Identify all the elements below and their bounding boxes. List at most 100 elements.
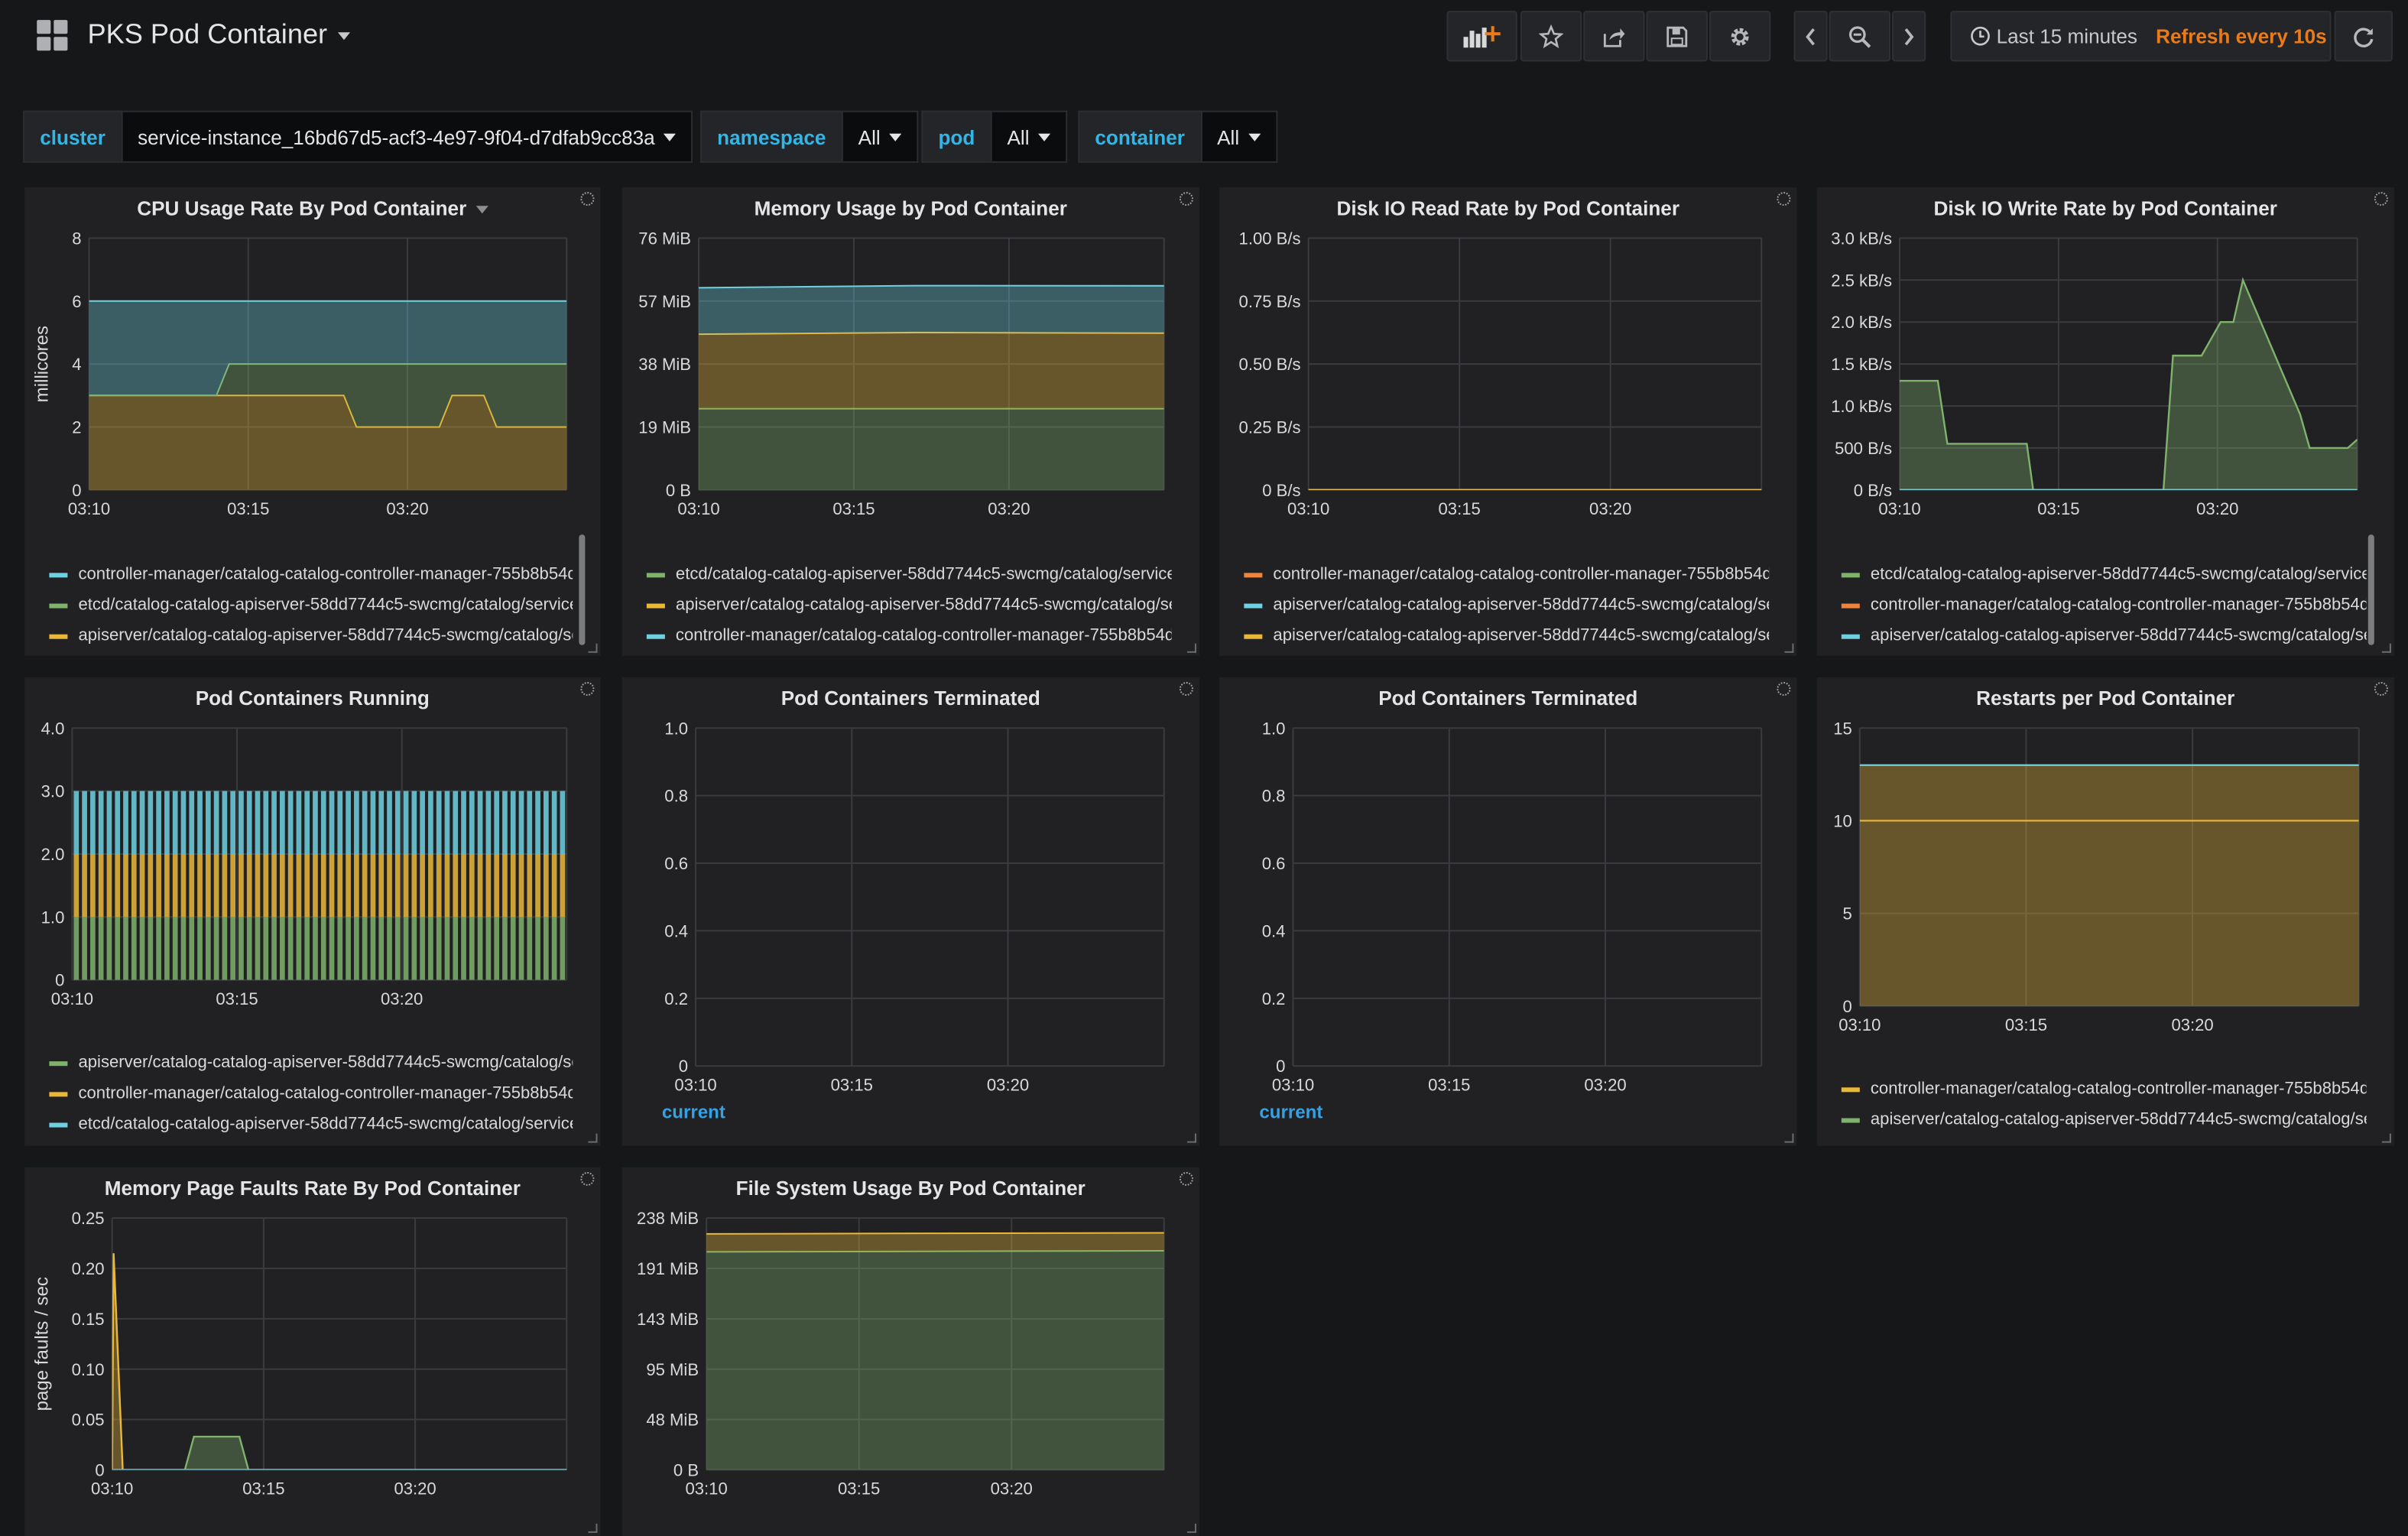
variable-pod-select[interactable]: All	[991, 110, 1068, 163]
variable-container-select[interactable]: All	[1202, 110, 1278, 163]
bar	[213, 853, 219, 917]
legend-item[interactable]: controller-manager/catalog-catalog-contr…	[1244, 559, 1769, 589]
legend-swatch[interactable]	[49, 602, 68, 608]
panel-title[interactable]: Pod Containers Terminated	[1219, 687, 1796, 710]
time-forward-button[interactable]	[1892, 11, 1926, 62]
zoom-out-button[interactable]	[1829, 11, 1890, 62]
legend-swatch[interactable]	[1841, 633, 1860, 638]
legend-item[interactable]: apiserver/catalog-catalog-apiserver-58dd…	[646, 589, 1172, 620]
legend-item[interactable]: etcd/catalog-catalog-apiserver-58dd7744c…	[49, 589, 573, 620]
panel-resize-handle[interactable]	[1186, 643, 1196, 653]
legend-label[interactable]: controller-manager/catalog-catalog-contr…	[675, 626, 1172, 645]
legend-swatch[interactable]	[49, 633, 68, 638]
panel-resize-handle[interactable]	[1784, 643, 1794, 653]
legend-item[interactable]: etcd/catalog-catalog-apiserver-58dd7744c…	[49, 1109, 573, 1139]
chevron-down-icon	[1038, 132, 1051, 141]
save-button[interactable]	[1646, 11, 1708, 62]
panel-title[interactable]: Restarts per Pod Container	[1817, 687, 2394, 710]
legend-label[interactable]: apiserver/catalog-catalog-apiserver-58dd…	[675, 596, 1172, 615]
legend-label[interactable]: controller-manager/catalog-catalog-contr…	[78, 1084, 573, 1103]
legend-label[interactable]: apiserver/catalog-catalog-apiserver-58dd…	[1870, 626, 2367, 645]
add-panel-button[interactable]	[1446, 11, 1517, 62]
panel-resize-handle[interactable]	[2381, 1133, 2391, 1143]
refresh-button[interactable]	[2334, 11, 2393, 62]
legend-swatch[interactable]	[646, 633, 665, 638]
legend-item[interactable]: controller-manager/catalog-catalog-contr…	[1841, 589, 2367, 620]
legend-swatch[interactable]	[646, 572, 665, 577]
legend-label[interactable]: apiserver/catalog-catalog-apiserver-58dd…	[1273, 626, 1770, 645]
legend-item[interactable]: controller-manager/catalog-catalog-contr…	[49, 559, 573, 589]
chart-2: 0 B/s 0.25 B/s 0.50 B/s 0.75 B/s 1.00 B/s 03:…	[1239, 229, 1763, 518]
legend-item[interactable]: controller-manager/catalog-catalog-contr…	[49, 1078, 573, 1109]
panel-loading-icon	[1179, 192, 1193, 206]
legend-label[interactable]: controller-manager/catalog-catalog-contr…	[78, 565, 573, 584]
legend-scrollbar[interactable]	[579, 534, 586, 645]
legend-item[interactable]: apiserver/catalog-catalog-apiserver-58dd…	[1841, 1104, 2367, 1135]
legend-item[interactable]: controller-manager/catalog-catalog-contr…	[646, 621, 1172, 651]
legend-label[interactable]: apiserver/catalog-catalog-apiserver-58dd…	[78, 1054, 573, 1073]
panel-resize-handle[interactable]	[588, 643, 598, 653]
panel-title[interactable]: Memory Page Faults Rate By Pod Container	[24, 1177, 600, 1200]
legend-current-link[interactable]: current	[661, 1101, 725, 1123]
legend-label[interactable]: etcd/catalog-catalog-apiserver-58dd7744c…	[78, 1115, 573, 1134]
panel-title[interactable]: Disk IO Write Rate by Pod Container	[1817, 196, 2394, 219]
time-picker-button[interactable]: Last 15 minutes Refresh every 10s	[1950, 11, 2332, 62]
panel-resize-handle[interactable]	[1186, 1133, 1196, 1143]
panel-title[interactable]: Pod Containers Terminated	[622, 687, 1199, 710]
legend-label[interactable]: apiserver/catalog-catalog-apiserver-58dd…	[78, 626, 573, 645]
legend-label[interactable]: etcd/catalog-catalog-apiserver-58dd7744c…	[1870, 565, 2367, 584]
star-button[interactable]	[1520, 11, 1582, 62]
legend-swatch[interactable]	[1841, 1117, 1860, 1122]
share-button[interactable]	[1583, 11, 1645, 62]
legend-item[interactable]: apiserver/catalog-catalog-apiserver-58dd…	[49, 621, 573, 651]
panel-resize-handle[interactable]	[588, 1133, 598, 1143]
dashboard-grid-icon[interactable]	[37, 20, 68, 51]
legend-label[interactable]: etcd/catalog-catalog-apiserver-58dd7744c…	[78, 596, 573, 615]
legend-item[interactable]: apiserver/catalog-catalog-apiserver-58dd…	[1841, 621, 2367, 651]
legend-swatch[interactable]	[1244, 633, 1263, 638]
legend-label[interactable]: etcd/catalog-catalog-apiserver-58dd7744c…	[675, 565, 1172, 584]
dashboard-title-picker[interactable]: PKS Pod Container	[88, 18, 351, 50]
legend-item[interactable]: etcd/catalog-catalog-apiserver-58dd7744c…	[1841, 559, 2367, 589]
panel-title[interactable]: CPU Usage Rate By Pod Container	[24, 196, 600, 219]
legend-item[interactable]: apiserver/catalog-catalog-apiserver-58dd…	[1244, 589, 1769, 620]
bar	[98, 917, 104, 980]
legend-label[interactable]: apiserver/catalog-catalog-apiserver-58dd…	[1273, 596, 1770, 615]
panel-resize-handle[interactable]	[2381, 643, 2391, 653]
legend-swatch[interactable]	[49, 1122, 68, 1127]
settings-button[interactable]	[1709, 11, 1771, 62]
legend-item[interactable]: controller-manager/catalog-catalog-contr…	[1841, 1073, 2367, 1104]
bar	[304, 917, 310, 980]
legend-item[interactable]: etcd/catalog-catalog-apiserver-58dd7744c…	[646, 559, 1172, 589]
time-back-button[interactable]	[1793, 11, 1828, 62]
legend-label[interactable]: controller-manager/catalog-catalog-contr…	[1870, 1080, 2367, 1099]
legend-swatch[interactable]	[1841, 572, 1860, 577]
legend-swatch[interactable]	[1244, 572, 1263, 577]
legend-scrollbar[interactable]	[2367, 534, 2374, 645]
legend-item[interactable]: apiserver/catalog-catalog-apiserver-58dd…	[1244, 621, 1769, 651]
panel-title[interactable]: File System Usage By Pod Container	[622, 1177, 1199, 1200]
variable-namespace-select[interactable]: All	[842, 110, 919, 163]
legend-label[interactable]: controller-manager/catalog-catalog-contr…	[1273, 565, 1770, 584]
variable-cluster-select[interactable]: service-instance_16bd67d5-acf3-4e97-9f04…	[122, 110, 693, 163]
panel-resize-handle[interactable]	[1784, 1133, 1794, 1143]
panel-title[interactable]: Pod Containers Running	[24, 687, 600, 710]
panel-title[interactable]: Disk IO Read Rate by Pod Container	[1219, 196, 1796, 219]
legend-swatch[interactable]	[49, 1060, 68, 1066]
legend-item[interactable]: apiserver/catalog-catalog-apiserver-58dd…	[49, 1047, 573, 1078]
y-tick-label: 143 MiB	[637, 1310, 699, 1329]
panel-title[interactable]: Memory Usage by Pod Container	[622, 196, 1199, 219]
legend-swatch[interactable]	[1841, 1086, 1860, 1092]
bar	[304, 853, 310, 917]
legend-swatch[interactable]	[646, 602, 665, 608]
legend-current-link[interactable]: current	[1259, 1101, 1323, 1123]
legend-swatch[interactable]	[49, 1091, 68, 1096]
legend-swatch[interactable]	[1244, 602, 1263, 608]
legend-label[interactable]: apiserver/catalog-catalog-apiserver-58dd…	[1870, 1110, 2367, 1129]
legend-label[interactable]: controller-manager/catalog-catalog-contr…	[1870, 596, 2367, 615]
panel-resize-handle[interactable]	[1186, 1523, 1196, 1533]
bar	[370, 791, 376, 854]
legend-swatch[interactable]	[49, 572, 68, 577]
legend-swatch[interactable]	[1841, 602, 1860, 608]
panel-resize-handle[interactable]	[588, 1523, 598, 1533]
